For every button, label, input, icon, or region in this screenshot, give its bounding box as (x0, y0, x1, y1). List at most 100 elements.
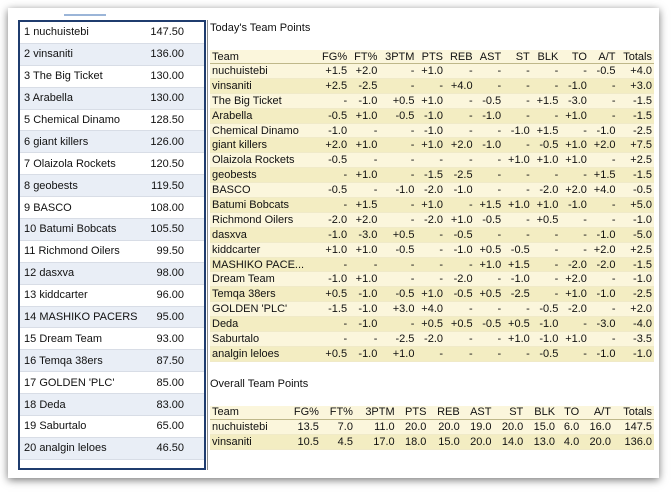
stat-cell: - (316, 257, 350, 273)
stat-cell: +1.0 (416, 197, 446, 213)
today-title: Today's Team Points (210, 22, 311, 34)
stat-cell: - (588, 271, 618, 288)
column-header[interactable]: AST (461, 405, 494, 420)
column-header[interactable]: FT% (320, 405, 355, 420)
standings-row[interactable]: 2 vinsaniti 136.00 (20, 43, 204, 66)
standings-row[interactable]: 5 Chemical Dinamo 128.50 (20, 109, 204, 132)
column-header[interactable]: TO (560, 50, 589, 64)
standings-team: 16 Temqa 38ers (20, 349, 142, 373)
standings-rank: 3 (24, 70, 31, 83)
column-header[interactable]: 3PTM (354, 405, 397, 420)
standings-row[interactable]: 16 Temqa 38ers 87.50 (20, 349, 204, 373)
stat-cell: +7.5 (617, 137, 654, 154)
stat-cell: -0.5 (379, 286, 417, 303)
standings-row[interactable]: 9 BASCO 108.00 (20, 196, 204, 220)
stat-cell: +1.0 (349, 271, 380, 288)
column-header[interactable]: TO (557, 405, 582, 420)
standings-row[interactable]: 3 Arabella 130.00 (20, 87, 204, 110)
stat-cell: +1.0 (503, 197, 532, 213)
stat-cell: +0.5 (416, 316, 446, 333)
standings-row[interactable]: 14 MASHIKO PACERS 95.00 (20, 306, 204, 329)
stat-cell: 15.0 (428, 434, 462, 450)
stat-cell: -2.5 (349, 78, 380, 94)
standings-row[interactable]: 8 geobests 119.50 (20, 174, 204, 198)
stat-cell: -1.0 (531, 316, 561, 333)
stat-cell: -3.0 (349, 227, 380, 243)
stat-cell: - (503, 346, 532, 362)
stat-cell: - (503, 182, 532, 199)
standings-row[interactable]: 1 nuchuistebi 147.50 (20, 22, 204, 44)
column-header[interactable]: 3PTM (379, 50, 417, 64)
stat-cell: 20.0 (493, 419, 526, 435)
standings-rank: 8 (24, 179, 31, 192)
stat-cell: +0.5 (379, 227, 417, 243)
column-header[interactable]: FG% (284, 405, 321, 420)
standings-rank: 6 (24, 135, 31, 148)
stat-cell: - (416, 152, 446, 169)
stat-cell: -0.5 (474, 212, 504, 228)
column-header[interactable]: Team (210, 50, 317, 64)
stat-cell: +2.0 (617, 301, 654, 318)
column-header[interactable]: Team (210, 405, 285, 420)
stat-cell: - (503, 63, 532, 79)
column-header[interactable]: A/T (581, 405, 613, 420)
stat-cell: - (379, 152, 417, 169)
standings-row[interactable]: 3 The Big Ticket 130.00 (20, 65, 204, 88)
stat-cell: - (474, 271, 504, 288)
column-header[interactable]: A/T (588, 50, 618, 64)
stat-cell: - (445, 63, 475, 79)
stat-cell: 20.0 (461, 434, 494, 450)
standings-row[interactable]: 15 Dream Team 93.00 (20, 327, 204, 351)
standings-row[interactable]: 11 Richmond Oilers 99.50 (20, 240, 204, 263)
column-header[interactable]: Totals (612, 405, 654, 420)
stat-cell: -2.0 (416, 182, 446, 199)
stat-cell: +2.0 (560, 182, 589, 199)
standings-row[interactable]: 13 kiddcarter 96.00 (20, 284, 204, 307)
stat-cell: - (503, 227, 532, 243)
column-header[interactable]: FT% (349, 50, 380, 64)
standings-row[interactable]: 18 Deda 83.00 (20, 393, 204, 417)
standings-row[interactable]: 17 GOLDEN 'PLC' 85.00 (20, 371, 204, 395)
column-header[interactable]: REB (428, 405, 462, 420)
stat-cell: -3.5 (617, 331, 654, 347)
team-cell: geobests (210, 167, 317, 184)
stat-cell: 4.0 (557, 434, 582, 450)
standings-row[interactable]: 20 analgin leloes 46.50 (20, 437, 204, 460)
stat-cell: -1.0 (349, 316, 380, 333)
stat-cell: - (531, 271, 561, 288)
column-header[interactable]: Totals (617, 50, 654, 64)
column-header[interactable]: BLK (531, 50, 561, 64)
standings-team: 8 geobests (20, 174, 142, 198)
column-header[interactable]: REB (445, 50, 475, 64)
standings-team-name: The Big Ticket (32, 70, 103, 83)
standings-row[interactable]: 6 giant killers 126.00 (20, 130, 204, 154)
stat-cell: +5.0 (617, 197, 654, 213)
standings-row[interactable]: 7 Olaizola Rockets 120.50 (20, 152, 204, 176)
column-header[interactable]: ST (493, 405, 526, 420)
standings-row[interactable]: 19 Saburtalo 65.00 (20, 415, 204, 438)
standings-points: 105.50 (141, 218, 204, 241)
table-row: Olaizola Rockets -0.5- - - - - +1.0 +1.0 +1.0- +2… (210, 152, 654, 169)
standings-rank: 7 (24, 157, 31, 170)
column-header[interactable]: PTS (396, 405, 429, 420)
stat-cell: -1.0 (531, 331, 561, 347)
stat-cell: - (503, 78, 532, 94)
column-header[interactable]: PTS (416, 50, 446, 64)
standings-rank: 9 (24, 201, 31, 214)
team-cell: Temqa 38ers (210, 286, 317, 303)
stat-cell: - (445, 93, 475, 109)
stat-cell: -0.5 (474, 93, 504, 109)
stat-cell: - (588, 93, 618, 109)
stat-cell: -1.0 (349, 286, 380, 303)
standings-row[interactable]: 10 Batumi Bobcats 105.50 (20, 218, 204, 241)
column-header[interactable]: AST (474, 50, 504, 64)
table-row: vinsaniti 10.5 4.5 17.0 18.0 15.0 20.0 14.0 13.0… (210, 434, 654, 450)
column-header[interactable]: FG% (316, 50, 350, 64)
column-header[interactable]: ST (503, 50, 532, 64)
team-cell: Saburtalo (210, 331, 317, 347)
standings-points: 96.00 (141, 284, 204, 307)
stat-cell: -2.0 (560, 301, 589, 318)
stat-cell: +1.0 (445, 212, 475, 228)
column-header[interactable]: BLK (525, 405, 558, 420)
standings-row[interactable]: 12 dasxva 98.00 (20, 262, 204, 285)
